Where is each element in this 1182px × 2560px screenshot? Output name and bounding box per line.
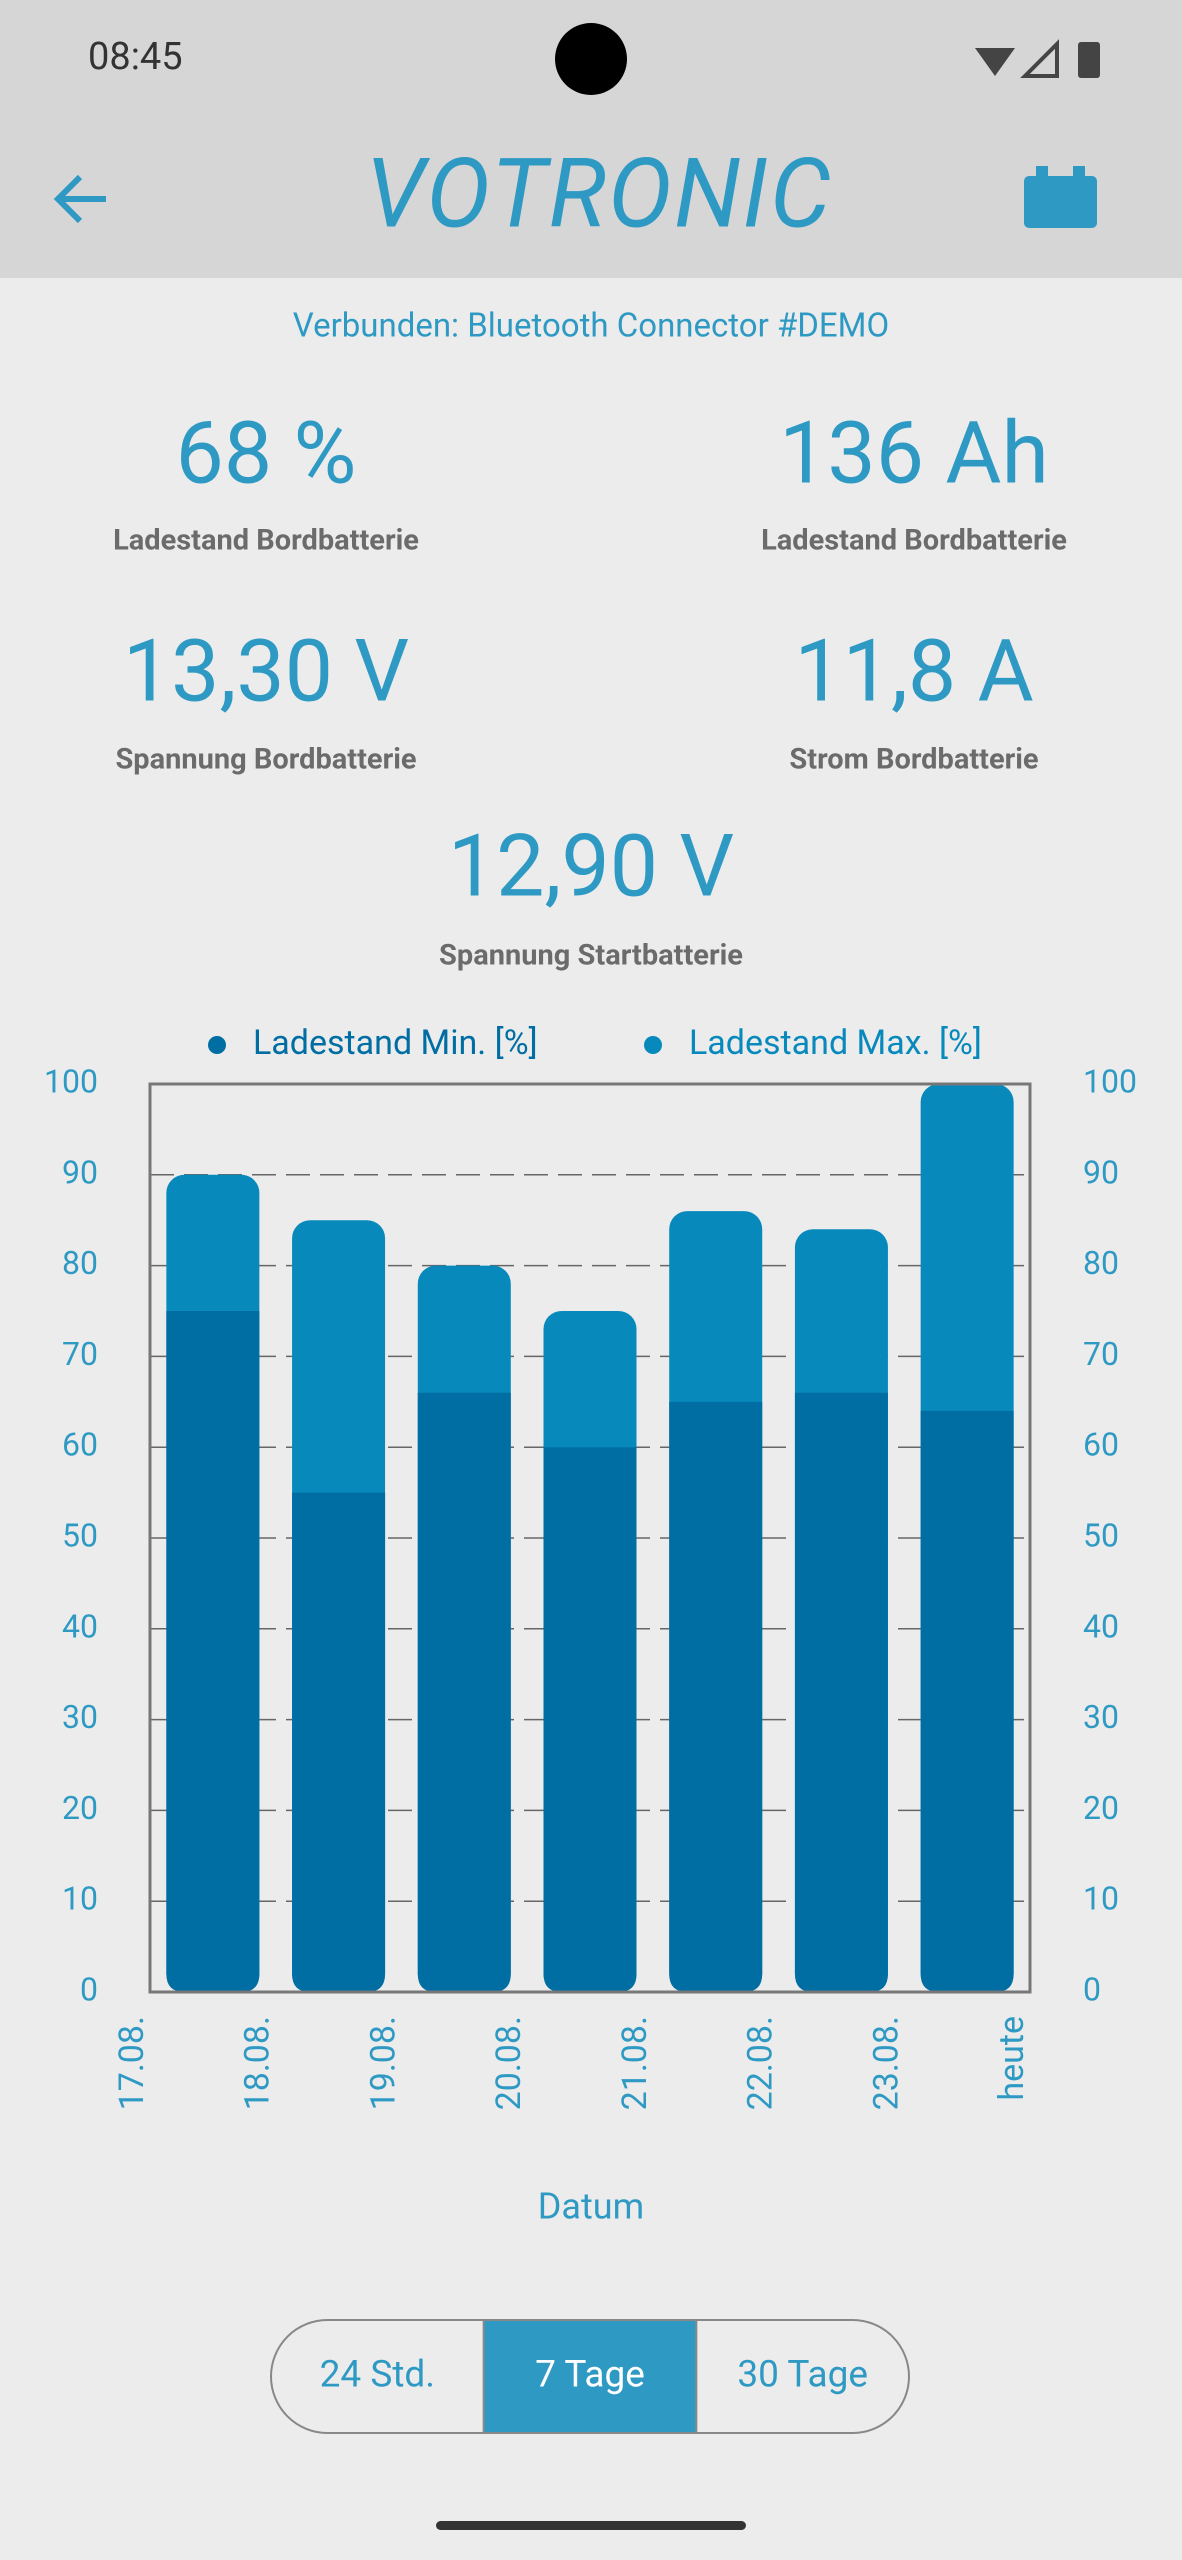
x-tick-label: 22.08.	[741, 2016, 781, 2110]
battery-icon	[1073, 166, 1085, 178]
back-button[interactable]	[53, 174, 106, 224]
stat-value: 136 Ah	[779, 403, 1049, 504]
x-tick-label: 23.08.	[866, 2016, 906, 2110]
y-tick-label: 40	[62, 1607, 98, 1645]
y-tick-label: 80	[62, 1244, 98, 1282]
toggle-option[interactable]: 24 Std.	[320, 2353, 435, 2396]
toggle-selected	[482, 2319, 698, 2434]
y-tick-label: 30	[62, 1698, 98, 1736]
stat-label: Spannung Startbatterie	[439, 939, 743, 973]
status-time: 08:45	[88, 35, 183, 79]
legend-label: Ladestand Max. [%]	[689, 1023, 982, 1063]
y-tick-label: 10	[62, 1880, 98, 1918]
signal-icon	[1020, 39, 1059, 78]
bar-min	[920, 1410, 1014, 1992]
x-tick-label: heute	[992, 2016, 1032, 2101]
stat-value: 13,30 V	[123, 621, 409, 722]
battery-button[interactable]	[1024, 166, 1097, 228]
y-tick-label: 70	[62, 1335, 98, 1373]
stat-label: Ladestand Bordbatterie	[761, 524, 1067, 558]
y2-tick-label: 0	[1083, 1970, 1101, 2008]
legend-label: Ladestand Min. [%]	[253, 1023, 538, 1063]
y2-tick-label: 80	[1083, 1244, 1119, 1282]
y-tick-label: 100	[44, 1062, 98, 1100]
connection-status: Verbunden: Bluetooth Connector #DEMO	[293, 307, 889, 346]
stat-label: Spannung Bordbatterie	[115, 743, 416, 777]
stat-value: 12,90 V	[448, 816, 734, 917]
y2-tick-label: 100	[1083, 1062, 1137, 1100]
bar-min	[292, 1492, 386, 1992]
x-tick-label: 17.08.	[112, 2016, 152, 2110]
y2-tick-label: 30	[1083, 1698, 1119, 1736]
battery-icon	[1036, 166, 1048, 178]
legend-dot	[644, 1036, 662, 1054]
camera	[555, 23, 627, 95]
bar-min	[417, 1392, 511, 1992]
x-axis-title: Datum	[538, 2186, 644, 2228]
stat-value: 11,8 A	[794, 621, 1033, 722]
toggle-option[interactable]: 30 Tage	[737, 2353, 868, 2396]
x-tick-label: 20.08.	[489, 2016, 529, 2110]
battery-icon	[1024, 176, 1097, 228]
battery-status-icon	[1078, 42, 1100, 78]
toggle-option[interactable]: 7 Tage	[535, 2353, 645, 2396]
stat-label: Ladestand Bordbatterie	[113, 524, 419, 558]
y-tick-label: 50	[62, 1516, 98, 1554]
y2-tick-label: 20	[1083, 1789, 1119, 1827]
x-tick-label: 21.08.	[615, 2016, 655, 2110]
home-indicator	[436, 2521, 746, 2530]
plot-frame	[148, 1082, 1032, 1994]
y2-tick-label: 40	[1083, 1607, 1119, 1645]
y2-tick-label: 70	[1083, 1335, 1119, 1373]
y2-tick-label: 90	[1083, 1153, 1119, 1191]
stat-label: Strom Bordbatterie	[789, 743, 1038, 777]
logo: VOTRONIC	[366, 138, 833, 250]
bar-min	[166, 1311, 260, 1992]
stat-value: 68 %	[176, 403, 357, 504]
bar-min	[669, 1401, 763, 1992]
wifi-icon	[975, 48, 1015, 76]
bar-min	[794, 1392, 888, 1992]
y2-tick-label: 50	[1083, 1516, 1119, 1554]
y2-tick-label: 60	[1083, 1426, 1119, 1464]
bar-min	[543, 1447, 637, 1992]
y-tick-label: 0	[80, 1970, 98, 2008]
legend-dot	[208, 1036, 226, 1054]
y-tick-label: 90	[62, 1153, 98, 1191]
x-tick-label: 18.08.	[238, 2016, 278, 2110]
y2-tick-label: 10	[1083, 1880, 1119, 1918]
y-tick-label: 20	[62, 1789, 98, 1827]
x-tick-label: 19.08.	[363, 2016, 403, 2110]
y-tick-label: 60	[62, 1426, 98, 1464]
